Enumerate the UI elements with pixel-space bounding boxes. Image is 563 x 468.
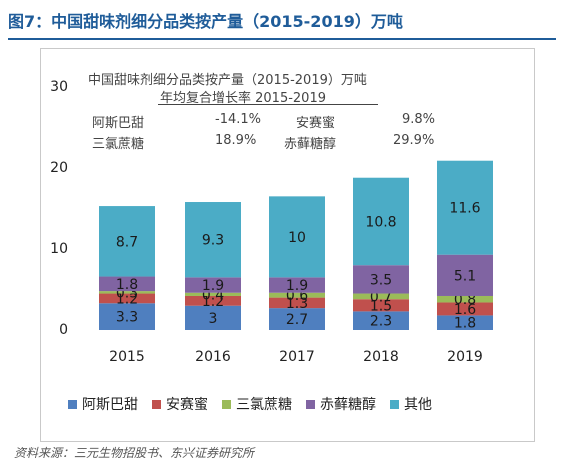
source-note: 资料来源：三元生物招股书、东兴证券研究所	[14, 446, 255, 460]
y-tick-label-20: 20	[50, 160, 68, 176]
x-tick-label-2017: 2017	[279, 349, 315, 365]
legend-swatch-aspartame	[68, 399, 77, 409]
bar-other-2019	[437, 160, 493, 255]
data-label-other-2017: 10	[288, 230, 306, 246]
legend-swatch-other	[390, 399, 399, 409]
data-label-other-2015: 8.7	[116, 234, 138, 250]
bar-aspartame-2015	[99, 303, 155, 330]
cagr-heading: 年均复合增长率 2015-2019	[160, 91, 326, 106]
data-label-aspartame-2018: 2.3	[370, 314, 392, 330]
cagr-name-sucralose: 三氯蔗糖	[92, 137, 145, 152]
legend-item-aspartame: 阿斯巴甜	[68, 394, 138, 414]
bar-acesulfame-2017	[269, 297, 325, 309]
legend-swatch-erythritol	[306, 399, 315, 409]
legend-item-other: 其他	[390, 394, 432, 414]
legend-item-erythritol: 赤藓糖醇	[306, 394, 376, 414]
data-label-aspartame-2017: 2.7	[286, 312, 308, 328]
data-label-acesulfame-2019: 1.6	[454, 302, 476, 318]
legend-label-acesulfame: 安赛蜜	[166, 397, 208, 413]
legend-swatch-sucralose	[222, 399, 231, 409]
data-label-acesulfame-2018: 1.5	[370, 298, 392, 314]
legend-label-sucralose: 三氯蔗糖	[236, 397, 292, 413]
bar-sucralose-2019	[437, 295, 493, 303]
cagr-value-erythritol: 29.9%	[393, 133, 435, 148]
bar-aspartame-2018	[353, 311, 409, 330]
legend-label-other: 其他	[404, 397, 432, 413]
title-rule	[8, 38, 556, 40]
y-tick-label-10: 10	[50, 241, 68, 257]
data-label-erythritol-2019: 5.1	[454, 268, 476, 284]
figure-title: 图7：中国甜味剂细分品类按产量（2015-2019）万吨	[8, 12, 403, 31]
y-tick-label-0: 0	[59, 322, 68, 338]
chart-frame	[40, 48, 535, 442]
data-label-other-2018: 10.8	[365, 214, 396, 230]
y-tick-label-30: 30	[50, 79, 68, 95]
bar-aspartame-2017	[269, 308, 325, 330]
cagr-name-aspartame: 阿斯巴甜	[92, 116, 145, 131]
legend-item-sucralose: 三氯蔗糖	[222, 394, 292, 414]
bar-acesulfame-2019	[437, 302, 493, 316]
bar-other-2015	[99, 206, 155, 277]
data-label-sucralose-2019: 0.8	[454, 292, 476, 308]
bar-sucralose-2015	[99, 291, 155, 294]
data-label-aspartame-2016: 3	[209, 311, 218, 327]
cagr-value-acesulfame: 9.8%	[402, 112, 436, 127]
data-label-other-2016: 9.3	[202, 233, 224, 249]
data-label-erythritol-2017: 1.9	[286, 278, 308, 294]
cagr-name-erythritol: 赤藓糖醇	[284, 137, 337, 152]
data-label-erythritol-2016: 1.9	[202, 278, 224, 294]
bar-aspartame-2019	[437, 315, 493, 330]
bar-acesulfame-2015	[99, 293, 155, 304]
data-label-acesulfame-2016: 1.2	[202, 294, 224, 310]
bar-other-2018	[353, 177, 409, 266]
bar-aspartame-2016	[185, 305, 241, 330]
chart-title: 中国甜味剂细分品类按产量（2015-2019）万吨	[88, 73, 367, 88]
bar-erythritol-2019	[437, 254, 493, 296]
data-label-other-2019: 11.6	[449, 201, 480, 217]
data-label-acesulfame-2015: 1.2	[116, 291, 138, 307]
data-label-erythritol-2015: 1.8	[116, 277, 138, 293]
data-label-aspartame-2019: 1.8	[454, 316, 476, 332]
x-tick-label-2019: 2019	[447, 349, 483, 365]
x-tick-label-2016: 2016	[195, 349, 231, 365]
bar-other-2016	[185, 202, 241, 278]
bar-other-2017	[269, 196, 325, 278]
data-label-erythritol-2018: 3.5	[370, 272, 392, 288]
legend-label-aspartame: 阿斯巴甜	[82, 397, 138, 413]
data-label-aspartame-2015: 3.3	[116, 310, 138, 326]
bar-sucralose-2017	[269, 292, 325, 298]
x-tick-label-2015: 2015	[109, 349, 145, 365]
legend-swatch-acesulfame	[152, 399, 161, 409]
cagr-name-acesulfame: 安赛蜜	[296, 116, 336, 131]
cagr-value-aspartame: -14.1%	[215, 112, 261, 127]
data-label-acesulfame-2017: 1.3	[286, 296, 308, 312]
bar-acesulfame-2018	[353, 299, 409, 312]
legend-item-acesulfame: 安赛蜜	[152, 394, 208, 414]
x-tick-label-2018: 2018	[363, 349, 399, 365]
cagr-value-sucralose: 18.9%	[215, 133, 257, 148]
bar-erythritol-2015	[99, 276, 155, 292]
bar-sucralose-2016	[185, 292, 241, 296]
bar-erythritol-2016	[185, 277, 241, 293]
bar-acesulfame-2016	[185, 295, 241, 306]
bar-sucralose-2018	[353, 293, 409, 300]
bar-erythritol-2017	[269, 277, 325, 293]
cagr-heading-underline	[158, 104, 378, 105]
legend-label-erythritol: 赤藓糖醇	[320, 397, 376, 413]
bar-erythritol-2018	[353, 265, 409, 294]
legend: 阿斯巴甜 安赛蜜 三氯蔗糖 赤藓糖醇 其他	[68, 394, 432, 414]
